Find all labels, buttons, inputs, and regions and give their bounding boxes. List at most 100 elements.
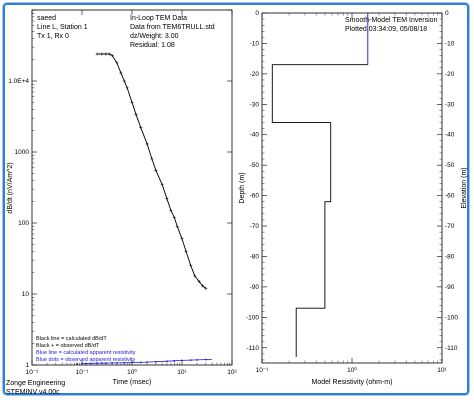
observed-resistivity-point [81,362,83,365]
header-right-line-1: In-Loop TEM Data [130,15,187,22]
observed-dbdt-point [160,182,164,186]
right-y-axis-label: Depth (m) [239,172,246,203]
header-left-line-3: Tx 1, Rx 0 [37,33,69,40]
observed-dbdt-point [150,157,154,161]
observed-resistivity-point [111,362,114,364]
right-elevation-tick-label: -70 [445,223,455,230]
right-elevation-tick-label: -10 [445,40,455,47]
observed-resistivity-point [166,360,168,363]
observed-resistivity-point [204,358,207,361]
right-x-tick-label: 10⁰ [347,366,357,374]
right-depth-tick-label: 0 [255,10,259,17]
right-depth-tick-label: -30 [250,101,260,108]
left-x-tick-label: 10⁻² [26,369,40,376]
left-x-tick-label: 10¹ [177,369,187,376]
header-left-line-2: Line L, Station 1 [37,24,88,31]
model-resistivity-line [271,64,368,357]
left-plot-frame [31,9,233,366]
left-y-tick-label: 1 [25,362,29,369]
right-elevation-tick-label: -100 [445,314,458,321]
observed-dbdt-point [175,224,179,228]
observed-dbdt-point [193,274,197,278]
left-x-tick-label: 10⁰ [127,368,137,376]
right-depth-tick-label: -20 [250,71,260,78]
observed-dbdt-point [110,53,114,57]
observed-dbdt-point [107,52,111,56]
observed-dbdt-point [204,286,208,290]
right-elevation-tick-label: -60 [445,193,455,200]
right-plot-series [271,13,369,357]
observed-dbdt-point [104,52,108,56]
left-x-axis-label: Time (msec) [113,379,152,386]
observed-resistivity-point [89,362,92,365]
observed-resistivity-point [173,360,176,362]
observed-resistivity-point [154,360,157,363]
observed-dbdt-point [115,61,119,65]
header-right-line-3: dz/Weight: 3.00 [130,33,179,40]
resistivity-model-plot: 10⁻¹ 10⁰ 10¹ 0 0 -10 -10 -20 -20 -30 -30 -40 -40 -50 -… [239,10,468,386]
observed-dbdt-point [165,197,169,201]
right-elevation-tick-label: -50 [445,162,455,169]
right-depth-tick-label: -110 [246,345,259,352]
observed-dbdt-point [134,112,138,116]
window-frame [3,3,469,395]
right-elevation-tick-label: -30 [445,101,455,108]
observed-dbdt-point [201,284,205,288]
observed-dbdt-point [95,52,99,56]
observed-resistivity-point [196,358,198,361]
header-left-line-1: saeed [37,15,56,22]
right-elevation-tick-label: -80 [445,253,455,260]
observed-dbdt-point [184,249,188,253]
left-y-tick-label: 100 [18,220,29,227]
observed-dbdt-point [119,71,123,75]
left-y-tick-label: 1000 [15,149,30,156]
right-depth-tick-label: -40 [250,132,260,139]
observed-resistivity-point [131,361,133,364]
observed-resistivity-point [181,359,183,362]
right-plot-frame [261,12,443,364]
right-elevation-tick-label: -20 [445,71,455,78]
right-elevation-tick-label: 0 [445,10,449,17]
footer-version: STEMINV v4.00c [6,389,60,396]
right-x-tick-label: 10⁻¹ [256,367,270,374]
legend-line-2: Black + = observed dB/dT [36,343,100,349]
left-plot-series [76,52,213,365]
observed-resistivity-point [123,362,126,364]
left-y-tick-label: 10 [22,291,30,298]
right-depth-tick-label: -60 [250,193,260,200]
observed-dbdt-point [154,168,158,172]
left-y-axis-label: dB/dt (nV/Am^2) [7,162,14,213]
observed-dbdt-point [169,208,173,212]
left-x-tick-label: 10² [227,369,237,376]
right-header-line-1: Smooth-Model TEM Inversion [345,17,438,24]
observed-resistivity-point [76,362,79,365]
right-depth-tick-label: -10 [250,40,260,47]
observed-resistivity-point [139,361,142,364]
observed-resistivity-point [100,362,103,365]
right-depth-tick-label: -70 [250,223,260,230]
right-depth-tick-label: -80 [250,253,260,260]
observed-dbdt-point [139,126,143,130]
observed-resistivity-point [116,362,118,364]
left-x-tick-label: 10⁻¹ [76,369,90,376]
header-right-line-2: Data from TEM6TRULL.std [130,24,215,31]
observed-resistivity-point [104,362,107,365]
legend-line-4: Blue dots = observed apparent resistivit… [36,357,135,363]
right-axis-ticks: 10⁻¹ 10⁰ 10¹ 0 0 -10 -10 -20 -20 -30 -30 -40 -40 -50 -… [246,10,458,374]
right-x-tick-label: 10¹ [437,367,447,374]
left-y-tick-label: 1.0E+4 [8,78,29,85]
right-y2-axis-label: Elevation (m) [461,167,468,208]
observed-resistivity-point [189,359,192,362]
observed-dbdt-point [197,279,201,283]
observed-dbdt-point [100,52,104,56]
observed-dbdt-point [122,79,126,83]
calculated-dbdt-line [97,53,207,289]
observed-dbdt-point [125,86,129,90]
observed-dbdt-point [130,100,134,104]
right-elevation-tick-label: -110 [445,345,458,352]
right-depth-tick-label: -50 [250,162,260,169]
footer-company: Zonge Engineering [6,380,66,387]
right-elevation-tick-label: -90 [445,284,455,291]
